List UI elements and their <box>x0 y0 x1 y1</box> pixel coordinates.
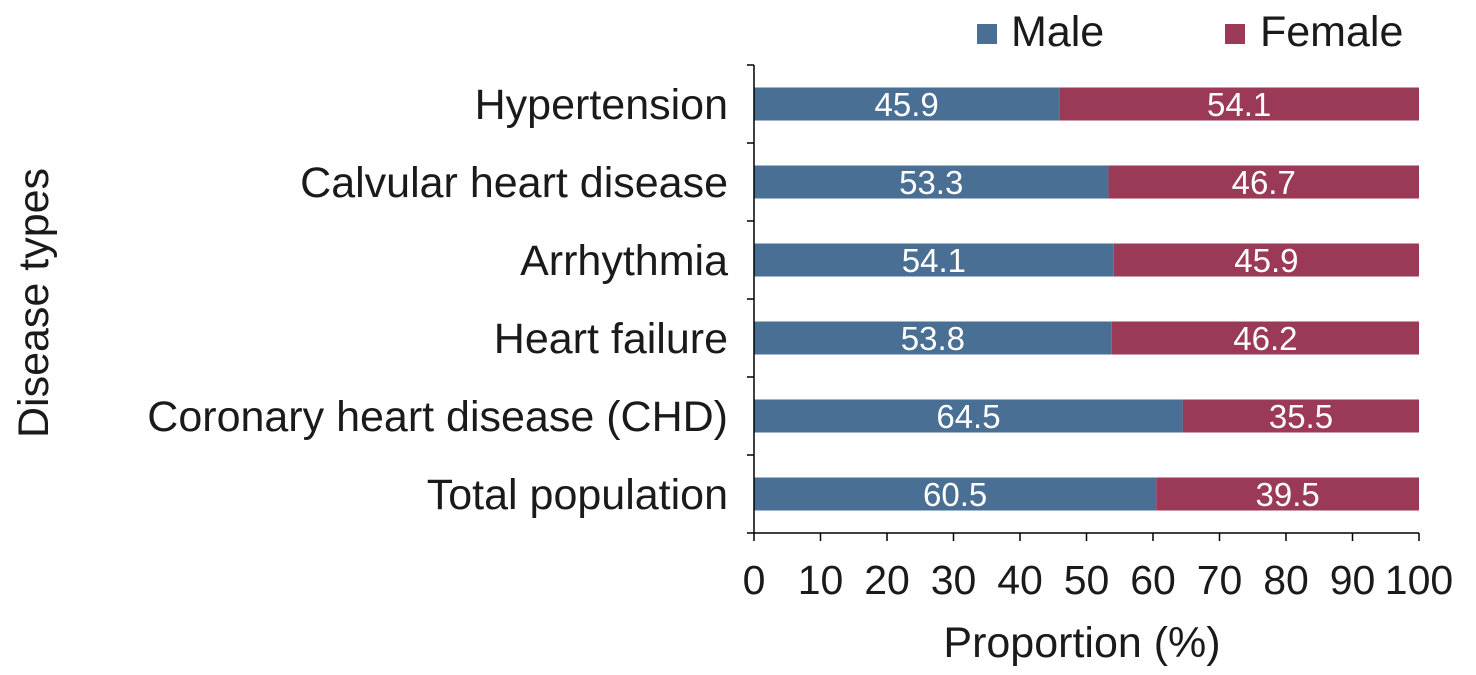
data-label-female-3: 45.9 <box>1234 242 1298 279</box>
bar-female-4 <box>1111 321 1419 355</box>
legend-label-female: Female <box>1260 8 1403 56</box>
category-label-6: Total population <box>427 471 728 519</box>
category-label-2: Calvular heart disease <box>300 159 728 207</box>
category-label-4: Heart failure <box>494 315 728 363</box>
x-tick-label-50: 50 <box>1064 557 1110 603</box>
category-label-5: Coronary heart disease (CHD) <box>147 393 728 441</box>
x-tick-label-30: 30 <box>931 557 977 603</box>
bar-male-5 <box>754 399 1183 433</box>
data-label-male-1: 45.9 <box>875 86 939 123</box>
data-label-male-2: 53.3 <box>899 164 963 201</box>
x-tick-label-90: 90 <box>1330 557 1376 603</box>
bar-male-1 <box>754 87 1060 121</box>
data-label-female-4: 46.2 <box>1233 320 1297 357</box>
y-axis-title: Disease types <box>10 168 58 438</box>
bar-male-2 <box>754 165 1109 199</box>
bar-female-1 <box>1059 87 1419 121</box>
bar-male-6 <box>754 477 1157 511</box>
x-tick-label-80: 80 <box>1263 557 1309 603</box>
legend-label-male: Male <box>1011 8 1104 56</box>
axes <box>747 64 1420 541</box>
data-label-male-5: 64.5 <box>936 398 1000 435</box>
category-label-1: Hypertension <box>475 81 728 129</box>
x-tick-label-60: 60 <box>1130 557 1176 603</box>
x-axis-title: Proportion (%) <box>943 619 1220 667</box>
x-tick-label-40: 40 <box>997 557 1043 603</box>
bar-female-3 <box>1113 243 1419 277</box>
data-label-female-6: 39.5 <box>1256 476 1320 513</box>
data-label-female-2: 46.7 <box>1232 164 1296 201</box>
data-label-male-6: 60.5 <box>923 476 987 513</box>
x-tick-labels: 0 10 20 30 40 50 60 70 80 90 100 <box>743 557 1454 603</box>
x-tick-label-70: 70 <box>1197 557 1243 603</box>
bar-female-5 <box>1182 399 1419 433</box>
category-labels: Hypertension Calvular heart disease Arrhyt… <box>147 81 728 519</box>
bar-male-3 <box>754 243 1114 277</box>
bar-female-6 <box>1156 477 1419 511</box>
x-tick-label-20: 20 <box>864 557 910 603</box>
bars: 45.9 54.1 53.3 46.7 54.1 45.9 53.8 46.2 64.5 35.5… <box>754 86 1419 513</box>
x-tick-label-0: 0 <box>743 557 766 603</box>
bar-male-4 <box>754 321 1112 355</box>
data-label-male-4: 53.8 <box>901 320 965 357</box>
x-tick-label-10: 10 <box>798 557 844 603</box>
bar-female-2 <box>1108 165 1419 199</box>
x-tick-label-100: 100 <box>1385 557 1453 603</box>
category-label-3: Arrhythmia <box>520 237 728 285</box>
legend-swatch-male <box>977 24 997 44</box>
legend: Male Female <box>977 8 1403 56</box>
data-label-male-3: 54.1 <box>902 242 966 279</box>
data-label-female-1: 54.1 <box>1207 86 1271 123</box>
legend-swatch-female <box>1225 24 1245 44</box>
data-label-female-5: 35.5 <box>1269 398 1333 435</box>
